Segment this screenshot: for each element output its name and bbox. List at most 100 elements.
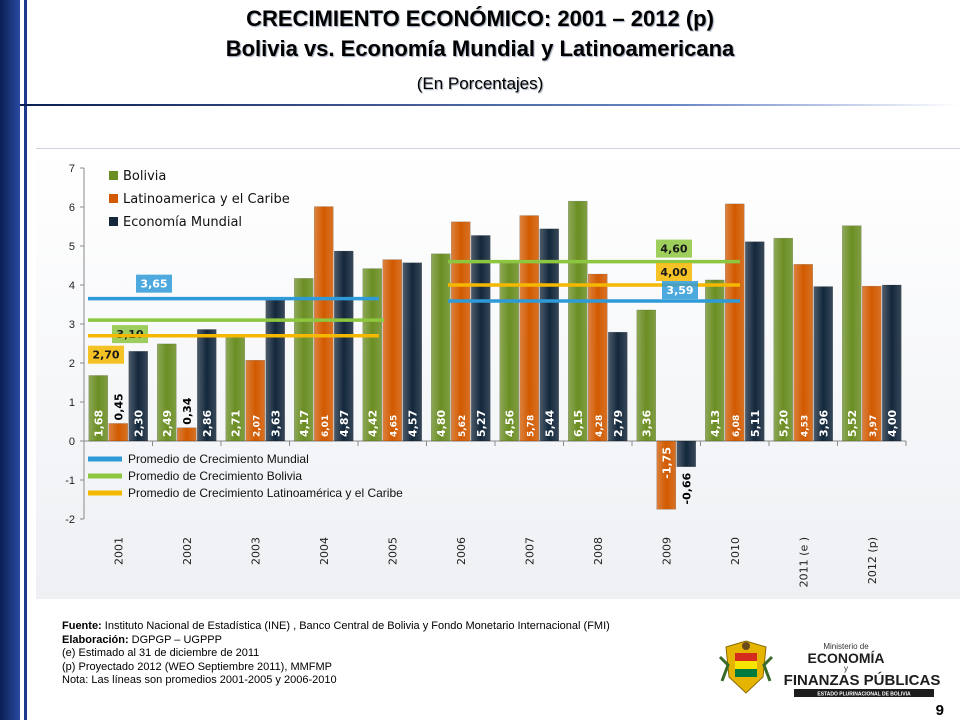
note-proyectado: (p) Proyectado 2012 (WEO Septiembre 2011… [62, 660, 333, 673]
bar-mundial [813, 286, 833, 442]
avg-legend-latam-label: Promedio de Crecimiento Latinoamérica y … [128, 486, 403, 500]
bar-mundial [882, 284, 902, 442]
bar-label-bolivia: 5,20 [777, 410, 790, 437]
avg-legend-mundial-label: Promedio de Crecimiento Mundial [128, 452, 309, 466]
legend-swatch-mundial [109, 217, 118, 226]
legend-swatch-latam [109, 194, 118, 203]
bar-label-mundial: 2,30 [132, 410, 145, 437]
bar-mundial [608, 331, 628, 442]
legend-label-bolivia: Bolivia [123, 169, 166, 184]
y-tick-label: 6 [69, 202, 75, 214]
logo-line2: ECONOMÍA [808, 650, 885, 666]
growth-chart: 7 6 5 4 3 2 1 0 -1 -2 2001 2002 2003 2004 2005 2006 2007… [65, 163, 907, 587]
bar-label-bolivia: 4,56 [503, 410, 516, 437]
x-tick-label: 2004 [318, 537, 331, 565]
bar-latam [519, 215, 539, 442]
bar-label-bolivia: 1,68 [92, 410, 105, 437]
bar-label-mundial: 2,86 [201, 410, 214, 437]
left-decor-line [24, 0, 27, 720]
bar-label-latam: 4,53 [800, 415, 810, 437]
bar-bolivia [636, 309, 656, 442]
avg-label: 2,70 [92, 349, 119, 362]
coat-of-arms-icon [718, 640, 774, 694]
left-decor-bar [0, 0, 20, 720]
bar-bolivia [157, 343, 177, 442]
ministry-logo: Ministerio de ECONOMÍA y FINANZAS PÚBLIC… [718, 640, 941, 698]
logo-line4: FINANZAS PÚBLICAS [784, 671, 941, 689]
logo-line5: ESTADO PLURINACIONAL DE BOLIVIA [817, 692, 911, 698]
bar-label-latam: -1,75 [660, 447, 673, 479]
bar-label-bolivia: 3,36 [640, 410, 653, 437]
bar-label-latam: 6,08 [732, 415, 742, 437]
avg-label-box [656, 239, 692, 258]
x-tick-label: 2010 [729, 537, 742, 565]
bar-label-mundial: 4,00 [886, 410, 899, 437]
bar-label-bolivia: 2,71 [229, 410, 242, 437]
y-tick-label: 7 [69, 163, 75, 175]
bar-label-latam: 4,28 [595, 415, 605, 437]
bar-label-bolivia: 4,13 [709, 410, 722, 437]
bar-mundial [128, 351, 148, 442]
y-tick-label: 2 [69, 358, 75, 370]
avg-label-box [656, 263, 692, 281]
bar-bolivia [705, 279, 725, 442]
avg-label-box [662, 280, 698, 299]
bar-label-latam: 6,01 [321, 415, 331, 437]
bar-latam [245, 360, 265, 442]
bar-latam [862, 285, 882, 442]
bar-label-bolivia: 5,52 [846, 410, 859, 437]
bar-bolivia [362, 268, 382, 442]
note-elaboracion: Elaboración: DGPGP – UGPPP [62, 633, 222, 646]
y-tick-label: 3 [69, 319, 75, 331]
bar-label-mundial: 4,87 [338, 410, 351, 437]
y-tick-label: -1 [65, 475, 75, 487]
bar-latam [451, 221, 471, 442]
bar-label-mundial: -0,66 [680, 472, 693, 504]
avg-label: 3,65 [140, 278, 167, 291]
avg-label: 4,00 [660, 266, 687, 279]
bar-label-mundial: 4,57 [406, 410, 419, 437]
bar-label-latam: 0,45 [112, 393, 125, 420]
page-number: 9 [935, 702, 944, 719]
logo-banner [794, 689, 934, 697]
bar-mundial [471, 235, 491, 442]
bar-latam [725, 203, 745, 442]
bar-bolivia [568, 200, 588, 442]
page-title-line2: Bolivia vs. Economía Mundial y Latinoame… [225, 36, 735, 61]
bar-label-bolivia: 4,80 [435, 410, 448, 437]
bar-label-latam: 5,62 [458, 415, 468, 437]
avg-label: 3,59 [666, 284, 693, 297]
bar-mundial [745, 241, 765, 442]
bar-latam [108, 423, 128, 442]
logo-line3: y [844, 664, 848, 673]
bar-latam [588, 273, 608, 442]
x-tick-label: 2009 [660, 537, 673, 565]
bar-label-latam: 0,34 [181, 397, 194, 424]
bar-mundial [402, 262, 422, 442]
bar-mundial [539, 228, 559, 442]
bar-bolivia [431, 253, 451, 442]
note-fuente: Fuente: Instituto Nacional de Estadístic… [62, 620, 610, 632]
page-subtitle: (En Porcentajes) [416, 74, 544, 93]
y-tick-label: 5 [69, 241, 75, 253]
chart-panel: 7 6 5 4 3 2 1 0 -1 -2 2001 2002 2003 2004 2005 2006 2007… [36, 148, 960, 599]
avg-legend-bolivia-label: Promedio de Crecimiento Bolivia [128, 469, 302, 483]
legend-swatch-bolivia [109, 171, 118, 180]
x-tick-label: 2011 (e ) [797, 537, 810, 587]
bar-label-latam: 5,78 [526, 415, 536, 437]
source-notes: Fuente: Instituto Nacional de Estadístic… [62, 620, 610, 688]
avg-label: 4,60 [660, 243, 687, 256]
bar-label-latam: 2,07 [252, 415, 262, 437]
bar-label-latam: 4,65 [389, 415, 399, 437]
bar-latam [656, 440, 676, 510]
legend-label-mundial: Economía Mundial [123, 215, 242, 230]
avg-label-box [88, 345, 124, 364]
bar-label-bolivia: 2,49 [161, 410, 174, 437]
y-tick-label: 4 [69, 280, 75, 292]
bar-label-mundial: 2,79 [612, 410, 625, 437]
bar-label-bolivia: 6,15 [572, 410, 585, 437]
logo-line1: Ministerio de [823, 642, 869, 651]
y-tick-label: -2 [65, 514, 75, 526]
bar-label-latam: 3,97 [869, 415, 879, 437]
x-tick-label: 2003 [249, 537, 262, 565]
